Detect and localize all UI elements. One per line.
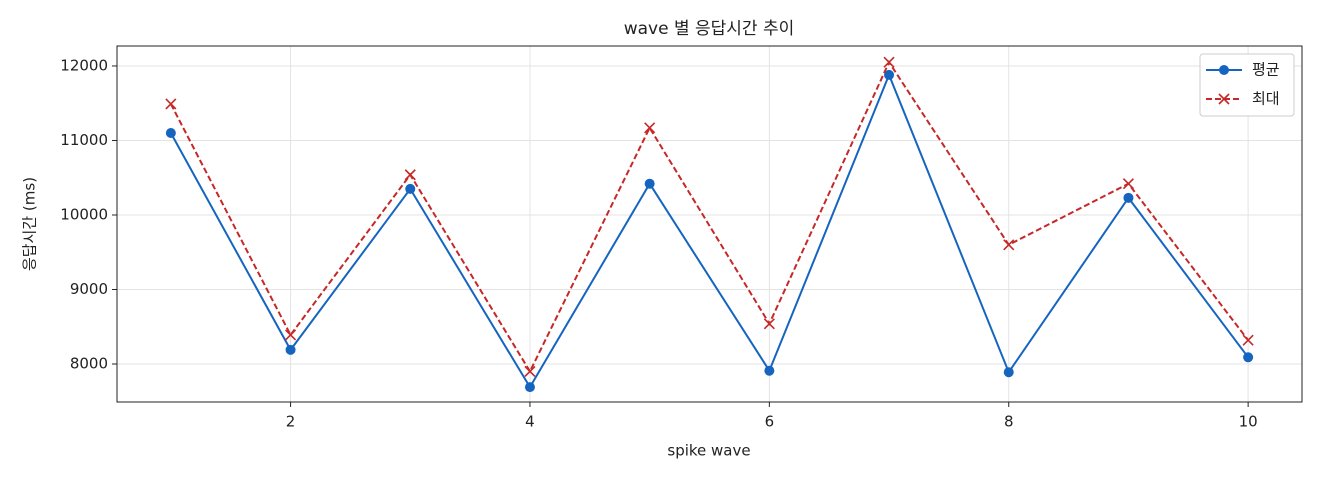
marker [285,344,296,355]
y-tick-label: 12000 [60,56,108,74]
marker [524,365,536,378]
marker [764,365,775,376]
x-tick-label: 2 [286,413,296,431]
marker [405,183,416,194]
marker [165,98,177,110]
chart-title: wave 별 응답시간 추이 [624,19,795,39]
legend-label: 최대 [1252,90,1280,108]
legend-label: 평균 [1252,61,1280,79]
series-line [169,72,1249,390]
x-tick-label: 8 [1004,413,1014,431]
marker [644,122,656,134]
marker [1243,352,1254,363]
legend-box [1199,53,1295,117]
marker [1003,239,1015,251]
marker [524,382,535,393]
series-line [169,60,1249,374]
plot-frame [116,45,1303,403]
legend-marker [1219,65,1229,75]
marker [1242,334,1254,346]
x-tick-label: 4 [525,413,535,431]
x-axis-label: spike wave [667,442,750,460]
y-axis-label: 응답시간 (ms) [21,177,39,271]
marker [1122,178,1135,190]
marker [165,128,176,139]
marker [404,169,416,181]
marker [883,56,895,68]
y-tick-label: 10000 [60,205,108,223]
marker [284,329,297,341]
marker [1003,367,1014,378]
legend-marker [1218,93,1230,105]
x-tick-label: 10 [1239,413,1258,431]
x-tick-label: 6 [765,413,775,431]
marker [644,178,655,189]
marker [884,69,895,80]
y-tick-label: 9000 [70,280,108,298]
marker [1123,192,1134,203]
y-tick-label: 11000 [60,131,108,149]
y-tick-label: 8000 [70,355,108,373]
marker [763,318,775,330]
